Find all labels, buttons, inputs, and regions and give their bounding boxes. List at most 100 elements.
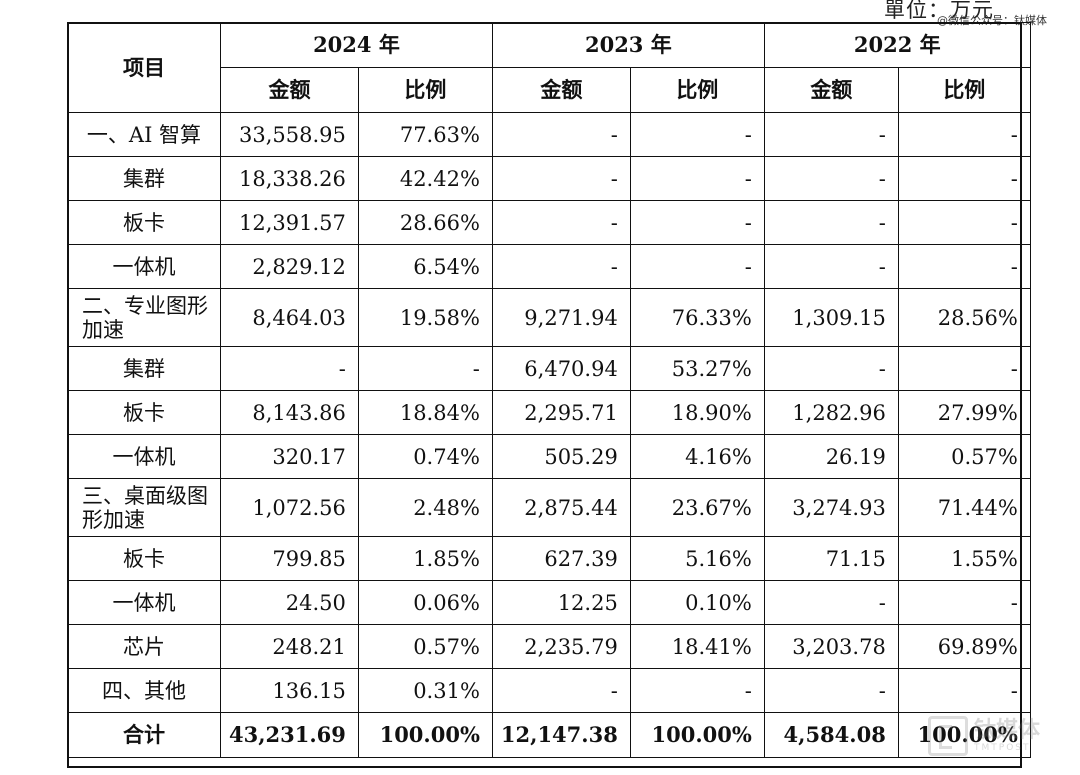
header-ratio: 比例 [629,67,765,113]
amount-cell: - [491,668,631,713]
table-row: 板卡 799.85 1.85% 627.39 5.16% 71.15 1.55% [67,536,1031,581]
header-ratio: 比例 [897,67,1031,113]
ratio-cell: 42.42% [357,156,493,201]
header-amount: 金额 [763,67,899,113]
amount-cell: - [491,244,631,289]
row-label: 板卡 [67,390,221,435]
ratio-cell: 100.00% [357,712,493,758]
ratio-cell: - [897,156,1031,201]
amount-cell: 1,309.15 [763,288,899,347]
amount-cell: - [491,112,631,157]
amount-cell: 12,391.57 [220,200,359,245]
ratio-cell: 18.90% [629,390,765,435]
ratio-cell: 23.67% [629,478,765,537]
table-row: 一体机 320.17 0.74% 505.29 4.16% 26.19 0.57% [67,434,1031,479]
unit-label: 單位：万元 [884,0,994,22]
row-label: 芯片 [67,624,221,669]
ratio-cell: - [897,346,1031,391]
ratio-cell: - [897,668,1031,713]
header-year-2024: 2024 年 [220,22,493,68]
ratio-cell: 100.00% [629,712,765,758]
ratio-cell: 0.74% [357,434,493,479]
ratio-cell: 18.41% [629,624,765,669]
ratio-cell: 28.66% [357,200,493,245]
amount-cell: - [763,580,899,625]
amount-cell: 3,274.93 [763,478,899,537]
header-amount: 金额 [220,67,359,113]
amount-cell: 4,584.08 [763,712,899,758]
amount-cell: - [491,200,631,245]
ratio-cell: 18.84% [357,390,493,435]
row-label: 二、专业图形加速 [67,288,221,347]
ratio-cell: 0.57% [897,434,1031,479]
amount-cell: 12,147.38 [491,712,631,758]
table-row: 集群 18,338.26 42.42% - - - - [67,156,1031,201]
header-amount: 金额 [491,67,631,113]
amount-cell: 1,072.56 [220,478,359,537]
ratio-cell: 0.10% [629,580,765,625]
ratio-cell: 6.54% [357,244,493,289]
ratio-cell: - [629,668,765,713]
amount-cell: 43,231.69 [220,712,359,758]
ratio-cell: - [629,156,765,201]
row-label: 一、AI 智算 [67,112,221,157]
table-row: 三、桌面级图形加速 1,072.56 2.48% 2,875.44 23.67% 3,27… [67,478,1031,537]
table-row: 板卡 12,391.57 28.66% - - - - [67,200,1031,245]
ratio-cell: 100.00% [897,712,1031,758]
ratio-cell: 0.06% [357,580,493,625]
amount-cell: 8,464.03 [220,288,359,347]
ratio-cell: 76.33% [629,288,765,347]
ratio-cell: 0.31% [357,668,493,713]
amount-cell: 320.17 [220,434,359,479]
ratio-cell: 19.58% [357,288,493,347]
ratio-cell: - [897,112,1031,157]
amount-cell: 1,282.96 [763,390,899,435]
table-row: 二、专业图形加速 8,464.03 19.58% 9,271.94 76.33% 1,30… [67,288,1031,347]
ratio-cell: 27.99% [897,390,1031,435]
amount-cell: 136.15 [220,668,359,713]
row-label: 板卡 [67,536,221,581]
row-label: 集群 [67,346,221,391]
row-label: 一体机 [67,244,221,289]
amount-cell: 3,203.78 [763,624,899,669]
table-row: 芯片 248.21 0.57% 2,235.79 18.41% 3,203.78 69.89… [67,624,1031,669]
amount-cell: 2,235.79 [491,624,631,669]
row-label: 一体机 [67,434,221,479]
ratio-cell: 69.89% [897,624,1031,669]
ratio-cell: - [357,346,493,391]
ratio-cell: - [897,244,1031,289]
table-row: 四、其他 136.15 0.31% - - - - [67,668,1031,713]
amount-cell: 2,829.12 [220,244,359,289]
row-label: 合计 [67,712,221,758]
table-body: 一、AI 智算 33,558.95 77.63% - - - - 集群 18,338.26 42.… [67,112,1031,758]
total-row: 合计 43,231.69 100.00% 12,147.38 100.00% 4,584.… [67,712,1031,758]
ratio-cell: - [897,200,1031,245]
amount-cell: - [491,156,631,201]
row-label: 集群 [67,156,221,201]
ratio-cell: 0.57% [357,624,493,669]
ratio-cell: 5.16% [629,536,765,581]
amount-cell: 33,558.95 [220,112,359,157]
amount-cell: - [763,200,899,245]
ratio-cell: 71.44% [897,478,1031,537]
amount-cell: 12.25 [491,580,631,625]
amount-cell: - [763,244,899,289]
row-label: 板卡 [67,200,221,245]
amount-cell: 18,338.26 [220,156,359,201]
header-ratio: 比例 [357,67,493,113]
table-row: 集群 - -6,470.94 53.27% - - [67,346,1031,391]
ratio-cell: 53.27% [629,346,765,391]
row-label: 四、其他 [67,668,221,713]
ratio-cell: - [629,112,765,157]
amount-cell: - [763,668,899,713]
table-row: 一、AI 智算 33,558.95 77.63% - - - - [67,112,1031,157]
ratio-cell: - [629,244,765,289]
ratio-cell: - [629,200,765,245]
amount-cell: 9,271.94 [491,288,631,347]
ratio-cell: 4.16% [629,434,765,479]
ratio-cell: 1.85% [357,536,493,581]
amount-cell: 71.15 [763,536,899,581]
ratio-cell: 1.55% [897,536,1031,581]
ratio-cell: 77.63% [357,112,493,157]
amount-cell: 505.29 [491,434,631,479]
